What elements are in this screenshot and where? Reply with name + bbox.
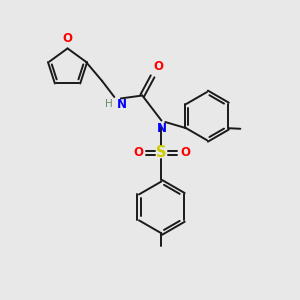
Text: O: O [180,146,190,159]
Text: N: N [117,98,127,111]
Text: H: H [105,99,113,109]
Text: O: O [63,32,73,45]
Text: O: O [133,146,143,159]
Text: O: O [154,60,164,74]
Text: S: S [156,146,167,160]
Text: N: N [156,122,167,135]
